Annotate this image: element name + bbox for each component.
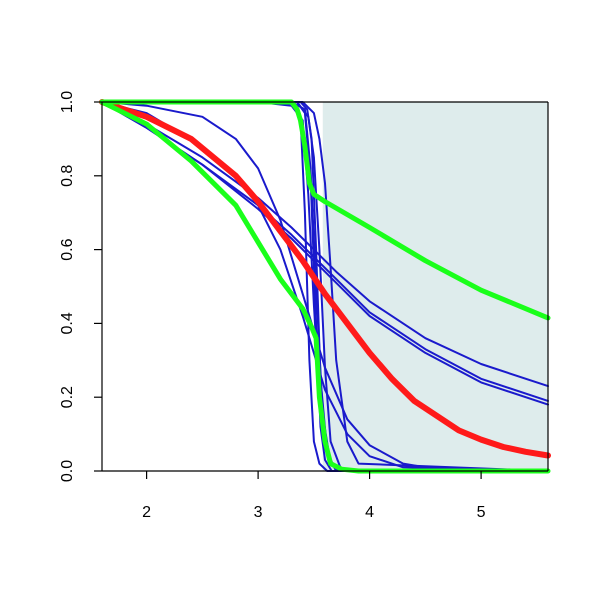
y-tick-label: 0.2 <box>59 386 76 408</box>
series-line-blue-3 <box>101 101 549 472</box>
series-line-red-12 <box>99 99 551 459</box>
series-line-green-13 <box>99 99 551 474</box>
ticks: 2 3 4 5 0.0 0.2 0.4 0.6 0.8 1.0 <box>59 91 486 521</box>
shaded-region <box>322 102 548 471</box>
shaded-region-rect <box>322 102 548 471</box>
y-tick-label: 0.4 <box>59 312 76 334</box>
axes <box>101 101 549 472</box>
x-tick-label: 4 <box>365 504 374 521</box>
x-tick-label: 5 <box>477 504 486 521</box>
y-tick-label: 1.0 <box>59 91 76 113</box>
y-tick-label: 0.8 <box>59 165 76 187</box>
y-tick-label: 0.0 <box>59 460 76 482</box>
y-tick-label: 0.6 <box>59 238 76 260</box>
x-tick-label: 3 <box>254 504 263 521</box>
x-tick-label: 2 <box>142 504 151 521</box>
